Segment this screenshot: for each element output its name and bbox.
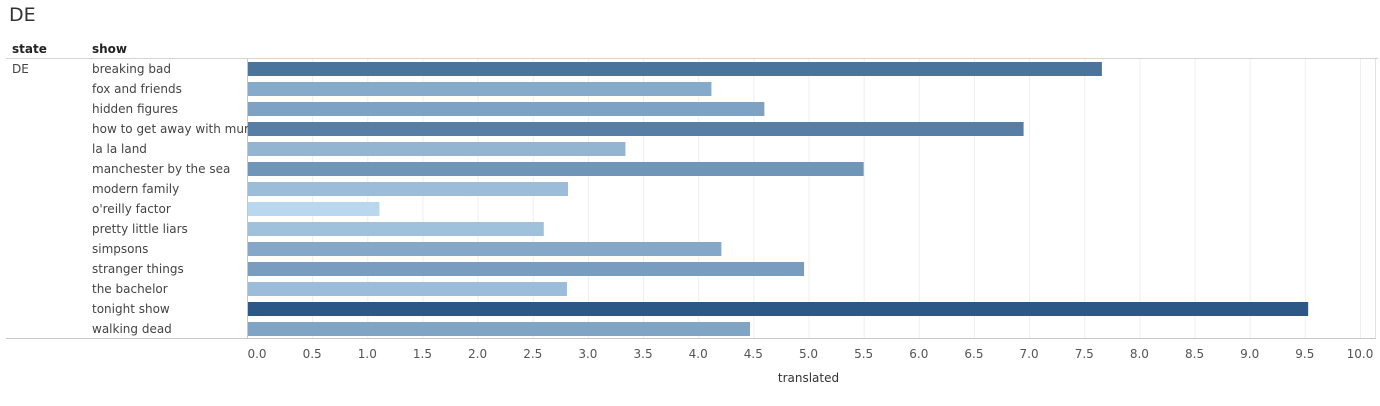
header-divider — [6, 58, 1378, 59]
bar — [248, 282, 567, 296]
bar — [248, 202, 380, 216]
bar — [248, 162, 864, 176]
bar — [248, 222, 544, 236]
x-tick-label: 7.5 — [1075, 347, 1094, 361]
bar — [248, 302, 1309, 316]
x-tick-label: 8.5 — [1185, 347, 1204, 361]
x-tick-label: 5.5 — [854, 347, 873, 361]
x-tick-label: 6.0 — [909, 347, 928, 361]
x-tick-label: 9.5 — [1295, 347, 1314, 361]
x-tick-label: 1.0 — [358, 347, 377, 361]
row-label: stranger things — [92, 262, 184, 276]
x-tick-label: 3.5 — [634, 347, 653, 361]
row-label: o'reilly factor — [92, 202, 171, 216]
x-tick-label: 8.0 — [1130, 347, 1149, 361]
row-label: how to get away with mur.. — [92, 122, 255, 136]
row-label: pretty little liars — [92, 222, 188, 236]
row-label: modern family — [92, 182, 179, 196]
bar — [248, 242, 722, 256]
x-tick-label: 0.0 — [247, 347, 266, 361]
row-label: fox and friends — [92, 82, 182, 96]
x-tick-label: 1.5 — [413, 347, 432, 361]
row-label: the bachelor — [92, 282, 168, 296]
bar — [248, 102, 765, 116]
row-label: breaking bad — [92, 62, 171, 76]
row-label: tonight show — [92, 302, 170, 316]
bar — [248, 142, 626, 156]
x-tick-label: 6.5 — [964, 347, 983, 361]
state-value: DE — [12, 62, 29, 76]
state-column-header: state — [12, 42, 47, 56]
x-tick-label: 3.0 — [578, 347, 597, 361]
x-tick-label: 4.5 — [744, 347, 763, 361]
bar — [248, 262, 805, 276]
bar — [248, 322, 751, 336]
row-label: simpsons — [92, 242, 148, 256]
x-tick-label: 4.0 — [689, 347, 708, 361]
row-label: hidden figures — [92, 102, 178, 116]
x-tick-label: 2.0 — [468, 347, 487, 361]
page-title: DE — [9, 4, 36, 26]
show-column-header: show — [92, 42, 128, 56]
x-tick-label: 7.0 — [1020, 347, 1039, 361]
row-label: walking dead — [92, 322, 172, 336]
bar — [248, 122, 1024, 136]
bar — [248, 82, 712, 96]
x-tick-label: 5.0 — [799, 347, 818, 361]
x-tick-label: 10.0 — [1347, 347, 1374, 361]
row-label: manchester by the sea — [92, 162, 230, 176]
bar — [248, 182, 569, 196]
x-tick-label: 0.5 — [303, 347, 322, 361]
row-label: la la land — [92, 142, 147, 156]
x-tick-label: 2.5 — [523, 347, 542, 361]
x-tick-label: 9.0 — [1240, 347, 1259, 361]
bar — [248, 62, 1102, 76]
x-axis-title: translated — [778, 371, 839, 385]
